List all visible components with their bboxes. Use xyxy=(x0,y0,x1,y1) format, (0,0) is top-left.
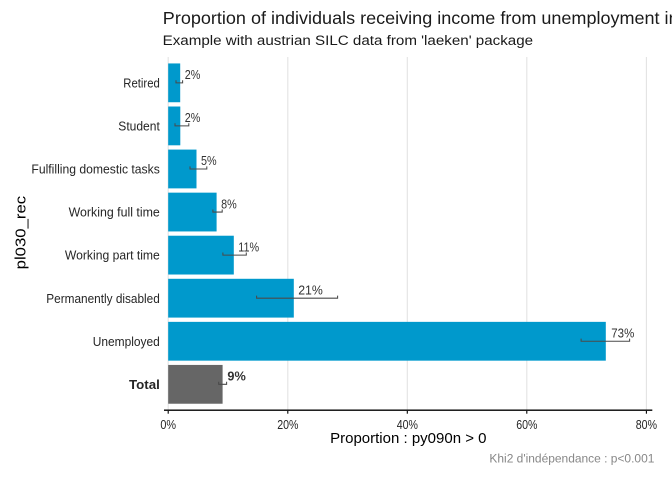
svg-text:Working part time: Working part time xyxy=(65,248,160,263)
svg-text:8%: 8% xyxy=(221,197,237,211)
svg-text:2%: 2% xyxy=(185,68,201,82)
svg-text:73%: 73% xyxy=(611,326,634,340)
svg-text:Working full time: Working full time xyxy=(69,205,160,220)
svg-text:20%: 20% xyxy=(277,418,298,432)
svg-text:5%: 5% xyxy=(201,154,217,168)
svg-text:Proportion : py090n > 0: Proportion : py090n > 0 xyxy=(330,431,486,447)
svg-text:2%: 2% xyxy=(185,111,201,125)
svg-text:Retired: Retired xyxy=(123,75,160,90)
svg-text:Student: Student xyxy=(118,119,160,134)
svg-text:21%: 21% xyxy=(298,283,323,297)
svg-text:Fulfilling domestic tasks: Fulfilling domestic tasks xyxy=(31,162,160,177)
svg-text:80%: 80% xyxy=(636,418,657,432)
svg-text:Proportion of individuals rece: Proportion of individuals receiving inco… xyxy=(163,8,672,28)
svg-text:60%: 60% xyxy=(516,418,537,432)
svg-text:Khi2 d'indépendance : p<0.001: Khi2 d'indépendance : p<0.001 xyxy=(489,452,654,466)
svg-text:Unemployed: Unemployed xyxy=(93,334,160,349)
svg-text:Example with austrian SILC dat: Example with austrian SILC data from 'la… xyxy=(163,33,534,49)
svg-text:0%: 0% xyxy=(160,418,176,432)
svg-text:Total: Total xyxy=(129,377,160,392)
svg-text:11%: 11% xyxy=(238,240,259,254)
svg-text:pl030_rec: pl030_rec xyxy=(13,196,29,270)
svg-text:40%: 40% xyxy=(397,418,418,432)
svg-text:9%: 9% xyxy=(227,370,245,384)
svg-text:Permanently disabled: Permanently disabled xyxy=(46,291,160,306)
